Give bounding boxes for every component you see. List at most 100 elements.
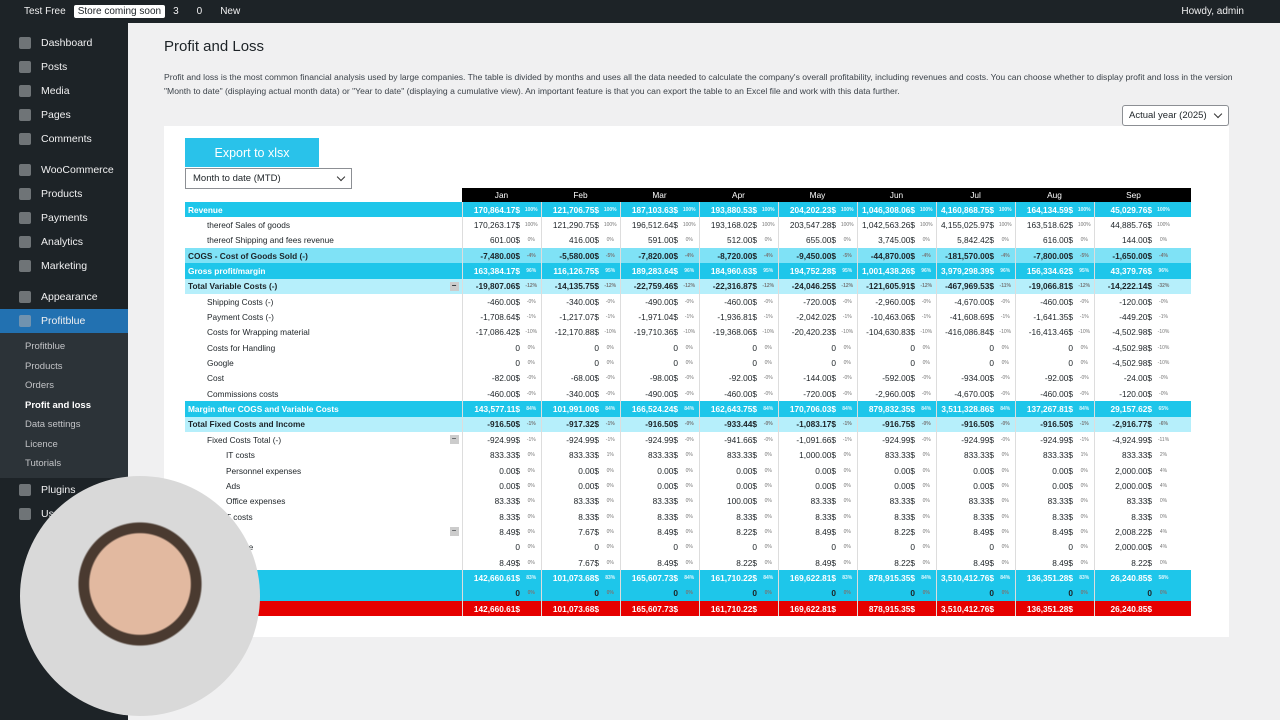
- cell-percent: 0%: [527, 482, 535, 489]
- menu-item[interactable]: Plugins: [0, 478, 128, 502]
- new[interactable]: New: [220, 6, 241, 17]
- menu-item[interactable]: Payments: [0, 206, 128, 230]
- cell-percent: [1075, 601, 1094, 616]
- cell-value: -1,091.66$: [777, 432, 838, 448]
- menu-item[interactable]: Posts: [0, 55, 128, 79]
- cell-value: -1,641.35$: [1014, 309, 1075, 325]
- cell-percent: 84%: [1000, 406, 1011, 413]
- cell-value: 0.00$: [1014, 462, 1075, 479]
- submenu-item[interactable]: Tutorials: [25, 458, 62, 470]
- cell-value: 0: [777, 539, 838, 555]
- menu-item[interactable]: Analytics: [0, 230, 128, 254]
- cell-value: 8.33$: [1093, 508, 1154, 525]
- cell-value: -144.00$: [777, 370, 838, 387]
- cell-value: 196,512.64$: [619, 217, 680, 233]
- cell-value: 0.00$: [540, 478, 601, 494]
- pl-row: Commissions costs -460.00$ -0% -340.00$ -0% -…: [185, 386, 1191, 402]
- cell-value: 8.33$: [935, 508, 996, 525]
- cell-percent: 0%: [764, 360, 772, 367]
- menu-item[interactable]: Marketing: [0, 254, 128, 278]
- menu-item[interactable]: WooCommerce: [0, 158, 128, 182]
- cell-value: 0.00$: [777, 462, 838, 479]
- cell-percent: 0%: [922, 498, 930, 505]
- row-label: Fixed Costs Total (-) −: [185, 432, 462, 447]
- cell-value: 142,660.61$: [461, 570, 522, 586]
- submenu-item[interactable]: Profitblue: [25, 341, 66, 353]
- cell-percent: [996, 601, 1015, 616]
- pl-row: thereof Shipping and fees revenue 601.00$…: [185, 232, 1191, 249]
- menu-item[interactable]: Media: [0, 79, 128, 103]
- pl-row: Google 0 0% 0 0% 0 0% 0 0% 0 0% 0 0% 0 0% 0 0% -4,502.98$…: [185, 355, 1191, 371]
- menu-item[interactable]: Profitblue: [0, 309, 128, 333]
- cell-percent: 96%: [684, 268, 695, 275]
- pl-row: Personnel expenses 0.00$ 0% 0.00$ 0% 0.00$ 0% 0…: [185, 462, 1191, 479]
- menu-item[interactable]: Products: [0, 182, 128, 206]
- collapse-toggle[interactable]: −: [449, 435, 459, 445]
- year-select[interactable]: Actual year (2025): [1122, 105, 1229, 126]
- cell-value: -916.50$: [619, 416, 680, 433]
- row-label-text: Personnel expenses: [226, 465, 302, 476]
- cell-value: -24.00$: [1093, 370, 1154, 387]
- howdy[interactable]: Howdy, admin: [1181, 6, 1244, 17]
- cell-percent: -10%: [1157, 329, 1170, 336]
- updates[interactable]: 3: [173, 6, 179, 17]
- store-badge[interactable]: Store coming soon: [73, 5, 166, 18]
- cell-percent: 0%: [922, 452, 930, 459]
- cell-percent: -0%: [842, 375, 852, 382]
- submenu-item[interactable]: Orders: [25, 380, 55, 392]
- cell-value: -16,413.46$: [1014, 324, 1075, 341]
- comments[interactable]: 0: [196, 6, 203, 17]
- cell-value: 512.00$: [698, 232, 759, 249]
- collapse-toggle[interactable]: −: [449, 527, 459, 537]
- row-label-text: T costs: [226, 511, 253, 522]
- export-button[interactable]: Export to xlsx: [185, 138, 319, 167]
- cell-percent: 0%: [685, 559, 693, 566]
- cell-value: 0.00$: [461, 462, 522, 479]
- menu-item[interactable]: Comments: [0, 127, 128, 151]
- admin-bar: Test Free Store coming soon 3 0 New Howd…: [0, 0, 1280, 23]
- cell-percent: [680, 601, 699, 616]
- mode-select[interactable]: Month to date (MTD): [185, 168, 352, 189]
- row-label: COGS - Cost of Goods Sold (-): [185, 248, 462, 263]
- pl-row: Total Variable Costs (-) − -19,807.06$ -12%…: [185, 278, 1191, 295]
- submenu-item[interactable]: Profit and loss: [25, 399, 91, 411]
- cell-percent: -10%: [1157, 360, 1170, 367]
- submenu-item[interactable]: Licence: [25, 438, 58, 450]
- pl-row: fore Tax142,660.61$83%101,073.68$83%165,…: [185, 570, 1191, 586]
- submenu-item[interactable]: Products: [25, 360, 63, 372]
- cell-percent: -1%: [763, 314, 773, 321]
- cell-value: 163,518.62$: [1014, 217, 1075, 233]
- cell-value: 0: [777, 585, 838, 601]
- cell-percent: 0%: [764, 344, 772, 351]
- cell-percent: 0%: [1001, 344, 1009, 351]
- cell-value: 0: [935, 539, 996, 555]
- site-name[interactable]: Test Free: [24, 6, 66, 17]
- cell-value: 83.33$: [777, 493, 838, 509]
- menu-item[interactable]: Appearance: [0, 285, 128, 309]
- cell-value: 0: [698, 585, 759, 601]
- cell-percent: 95%: [763, 268, 774, 275]
- cell-value: 3,745.00$: [856, 232, 917, 249]
- cell-value: 45,029.76$: [1093, 202, 1154, 218]
- cell-percent: 84%: [921, 574, 932, 581]
- cell-percent: -1%: [842, 436, 852, 443]
- menu-item[interactable]: Dashboard: [0, 31, 128, 55]
- menu-item[interactable]: Pages: [0, 103, 128, 127]
- row-label: Margin after COGS and Variable Costs: [185, 401, 462, 416]
- cell-percent: -0%: [684, 436, 694, 443]
- cell-percent: 0%: [606, 590, 614, 597]
- cell-value: -1,971.04$: [619, 309, 680, 325]
- cell-overflow: [1173, 601, 1191, 616]
- cell-percent: 0%: [1001, 237, 1009, 244]
- cell-percent: 0%: [606, 237, 614, 244]
- cell-value: 8.49$: [1014, 554, 1075, 571]
- cell-percent: -0%: [684, 421, 694, 428]
- submenu-item[interactable]: Data settings: [25, 419, 81, 431]
- month-header: Aug: [1015, 188, 1094, 202]
- collapse-toggle[interactable]: −: [449, 281, 459, 291]
- cell-value: -924.99$: [540, 432, 601, 448]
- cell-value: -98.00$: [619, 370, 680, 387]
- cell-value: 2,000.00$: [1093, 462, 1154, 479]
- pl-row: Gross profit/margin 163,384.17$ 96% 116,126…: [185, 263, 1191, 279]
- cell-percent: 100%: [998, 222, 1012, 229]
